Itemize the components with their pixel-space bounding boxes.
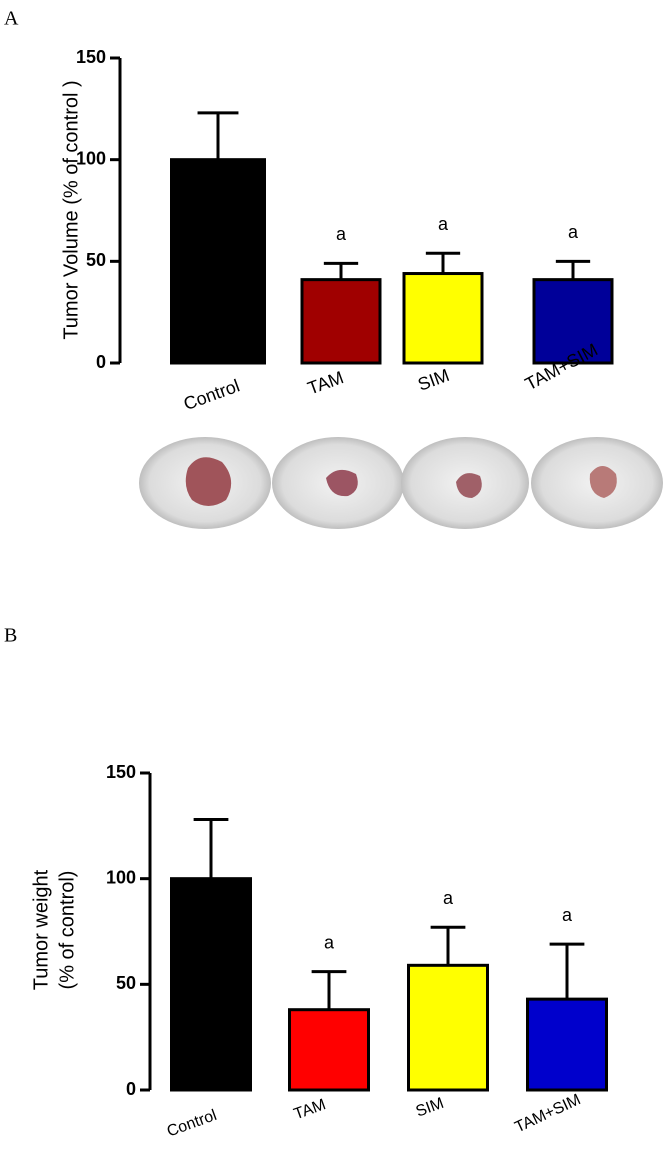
x-tick-label: TAM+SIM	[512, 1091, 583, 1136]
y-tick-label: 50	[116, 973, 136, 993]
y-axis-title: Tumor Volume (% of control )	[60, 80, 82, 339]
x-tick-label: SIM	[414, 1095, 447, 1121]
y-tick-label: 50	[86, 250, 106, 270]
y-tick-label: 0	[126, 1079, 136, 1099]
tumor	[185, 457, 232, 506]
bar	[170, 877, 252, 1092]
annotation: a	[562, 905, 573, 925]
x-tick-label: Control	[165, 1107, 219, 1141]
annotation: a	[336, 224, 347, 244]
annotation: a	[568, 222, 579, 242]
x-tick-label: TAM	[305, 367, 346, 398]
panel-letter: A	[4, 8, 19, 30]
tumor	[456, 473, 482, 498]
annotation: a	[324, 932, 335, 952]
bar	[407, 963, 489, 1092]
y-tick-label: 100	[76, 148, 106, 168]
x-tick-label: SIM	[415, 365, 452, 395]
bar	[300, 278, 382, 365]
y-axis-title: Tumor weight	[30, 869, 52, 990]
y-axis-title: (% of control)	[56, 871, 78, 990]
bar	[170, 158, 266, 365]
panel-letter: B	[4, 625, 17, 647]
annotation: a	[443, 888, 454, 908]
tumor-photos	[139, 437, 663, 529]
y-tick-label: 100	[106, 867, 136, 887]
y-tick-label: 150	[76, 47, 106, 67]
bar	[402, 272, 484, 365]
annotation: a	[438, 214, 449, 234]
y-tick-label: 0	[96, 352, 106, 372]
tumor	[326, 469, 358, 497]
bar	[526, 997, 608, 1092]
tumor	[589, 466, 617, 498]
bar	[288, 1008, 370, 1092]
x-tick-label: TAM	[292, 1096, 328, 1123]
y-tick-label: 150	[106, 762, 136, 782]
bar	[532, 278, 614, 365]
x-tick-label: Control	[181, 376, 242, 415]
